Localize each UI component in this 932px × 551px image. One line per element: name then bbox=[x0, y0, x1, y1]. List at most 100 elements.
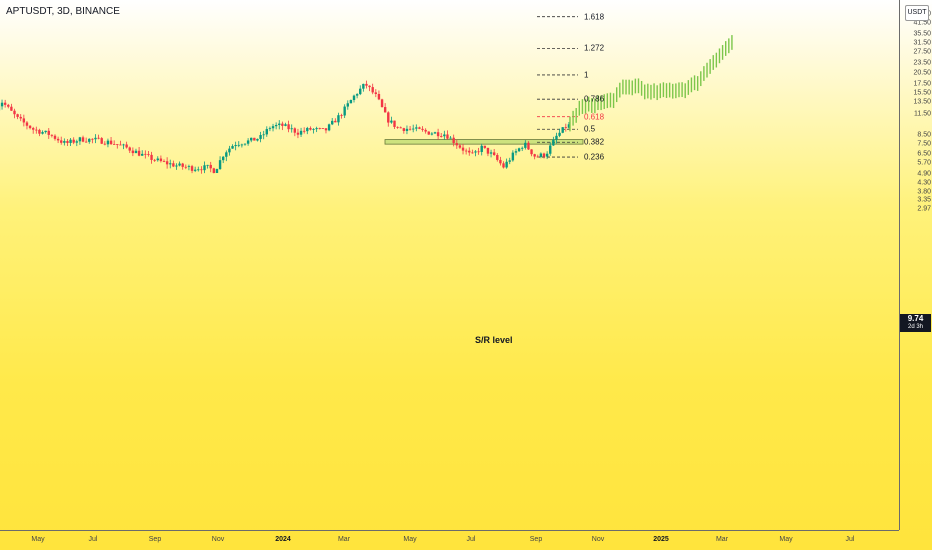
candle-body bbox=[502, 163, 504, 167]
bar-countdown: 2d 3h bbox=[900, 323, 931, 331]
candle-body bbox=[129, 147, 131, 150]
candle-body bbox=[88, 139, 90, 142]
candle-body bbox=[101, 138, 103, 144]
candle-body bbox=[1, 103, 3, 107]
candle-body bbox=[518, 148, 520, 151]
candle-body bbox=[69, 140, 71, 143]
candle-body bbox=[306, 128, 308, 131]
candle-body bbox=[319, 128, 321, 129]
candle-body bbox=[122, 144, 124, 145]
fib-level-label: 0.786 bbox=[584, 95, 604, 104]
candle-body bbox=[60, 140, 62, 142]
price-tick-label: 15.50 bbox=[913, 89, 931, 96]
candle-body bbox=[291, 128, 293, 129]
candle-body bbox=[210, 165, 212, 168]
candle-body bbox=[474, 151, 476, 152]
candle-body bbox=[13, 111, 15, 115]
candle-body bbox=[206, 165, 208, 166]
candle-body bbox=[166, 161, 168, 164]
candle-body bbox=[537, 157, 539, 158]
current-price-tag: 9.74 2d 3h bbox=[900, 314, 931, 332]
candle-body bbox=[29, 126, 31, 128]
price-tick-label: 17.50 bbox=[913, 80, 931, 87]
candle-body bbox=[116, 144, 118, 145]
candle-body bbox=[294, 128, 296, 132]
candle-body bbox=[203, 165, 205, 170]
candle-body bbox=[533, 154, 535, 156]
candle-body bbox=[48, 131, 50, 135]
price-tick-label: 3.35 bbox=[917, 197, 931, 204]
candle-body bbox=[181, 164, 183, 167]
candle-body bbox=[38, 130, 40, 134]
candle-body bbox=[91, 139, 93, 140]
candle-body bbox=[337, 115, 339, 122]
candle-body bbox=[194, 170, 196, 171]
candle-body bbox=[54, 136, 56, 139]
fib-level-label: 1.272 bbox=[584, 44, 604, 53]
candle-body bbox=[200, 169, 202, 170]
candle-body bbox=[238, 145, 240, 146]
candle-body bbox=[157, 159, 159, 161]
candle-body bbox=[66, 141, 68, 143]
candle-body bbox=[558, 133, 560, 136]
candle-body bbox=[76, 141, 78, 142]
candle-body bbox=[244, 144, 246, 145]
time-tick-label: May bbox=[779, 536, 792, 543]
price-tick-label: 13.50 bbox=[913, 99, 931, 106]
candle-body bbox=[312, 129, 314, 130]
candle-body bbox=[477, 151, 479, 152]
candle-body bbox=[418, 127, 420, 128]
candle-body bbox=[175, 166, 177, 167]
candle-body bbox=[213, 168, 215, 173]
candle-body bbox=[368, 86, 370, 87]
candle-body bbox=[191, 166, 193, 171]
fib-level-label: 0.618 bbox=[584, 112, 604, 121]
candle-body bbox=[72, 140, 74, 143]
candle-body bbox=[300, 131, 302, 135]
candle-body bbox=[7, 105, 9, 107]
sr-level-label: S/R level bbox=[475, 335, 513, 345]
candle-body bbox=[82, 137, 84, 141]
candle-body bbox=[555, 136, 557, 140]
candle-body bbox=[552, 140, 554, 146]
candle-body bbox=[119, 145, 121, 146]
candle-body bbox=[57, 139, 59, 141]
candle-body bbox=[241, 145, 243, 146]
candle-body bbox=[499, 160, 501, 163]
price-tick-label: 8.50 bbox=[917, 131, 931, 138]
candle-body bbox=[384, 107, 386, 112]
candle-body bbox=[309, 128, 311, 130]
candle-body bbox=[16, 114, 18, 117]
price-tick-label: 6.50 bbox=[917, 150, 931, 157]
currency-badge[interactable]: USDT bbox=[905, 5, 929, 21]
fib-level-label: 0.382 bbox=[584, 138, 604, 147]
time-tick-label: Mar bbox=[338, 536, 350, 543]
time-tick-label: Sep bbox=[530, 536, 542, 543]
candle-body bbox=[287, 124, 289, 129]
candle-body bbox=[262, 134, 264, 135]
time-tick-label: Nov bbox=[212, 536, 224, 543]
candle-body bbox=[371, 87, 373, 92]
candle-body bbox=[281, 124, 283, 126]
candle-body bbox=[459, 145, 461, 147]
price-tick-label: 11.50 bbox=[914, 110, 931, 117]
candle-body bbox=[256, 139, 258, 141]
candle-body bbox=[456, 143, 458, 145]
candle-body bbox=[147, 154, 149, 155]
candle-body bbox=[446, 134, 448, 138]
candle-body bbox=[322, 128, 324, 129]
candle-body bbox=[390, 121, 392, 123]
candle-body bbox=[23, 118, 25, 122]
price-tick-label: 7.50 bbox=[917, 140, 931, 147]
candle-body bbox=[496, 155, 498, 160]
candle-body bbox=[434, 132, 436, 133]
price-axis[interactable]: 47.5041.5035.5031.5027.5023.5020.5017.50… bbox=[899, 0, 932, 530]
candle-body bbox=[462, 148, 464, 151]
candle-body bbox=[343, 107, 345, 116]
candle-body bbox=[505, 162, 507, 168]
price-chart[interactable] bbox=[0, 0, 899, 530]
candle-body bbox=[403, 128, 405, 131]
candle-body bbox=[94, 138, 96, 139]
